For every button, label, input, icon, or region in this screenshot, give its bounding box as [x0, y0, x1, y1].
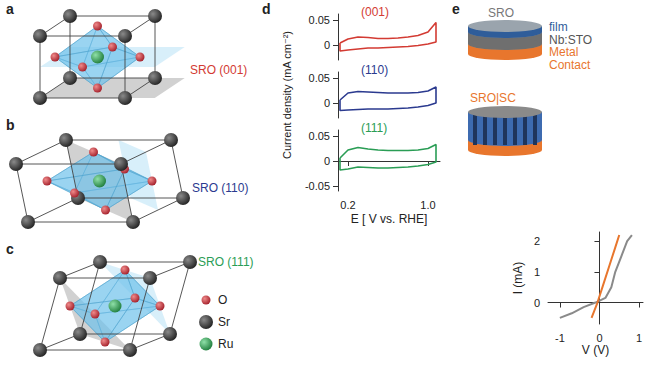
svg-text:Current density (mA cm⁻²): Current density (mA cm⁻²) — [281, 31, 293, 159]
svg-text:O: O — [218, 293, 227, 307]
svg-text:1: 1 — [534, 266, 540, 278]
svg-text:0: 0 — [596, 332, 602, 344]
svg-text:SRO (110): SRO (110) — [192, 181, 248, 195]
svg-text:-0.05: -0.05 — [305, 180, 330, 192]
svg-text:0.05: 0.05 — [309, 72, 330, 84]
svg-text:c: c — [6, 241, 14, 257]
svg-text:(110): (110) — [361, 63, 388, 77]
svg-text:0.2: 0.2 — [340, 199, 355, 211]
svg-text:Nb:STO: Nb:STO — [549, 33, 592, 47]
svg-text:Contact: Contact — [549, 58, 591, 72]
svg-text:SRO|SC: SRO|SC — [470, 91, 516, 105]
svg-text:film: film — [549, 20, 568, 34]
svg-text:SRO (111): SRO (111) — [198, 255, 254, 269]
svg-text:V (V): V (V) — [582, 343, 609, 357]
svg-text:(111): (111) — [361, 121, 387, 135]
svg-text:(001): (001) — [361, 5, 389, 19]
svg-text:0.05: 0.05 — [309, 14, 330, 26]
svg-text:E [ V vs. RHE]: E [ V vs. RHE] — [351, 212, 428, 226]
svg-text:I (mA): I (mA) — [511, 262, 525, 295]
svg-text:1: 1 — [636, 332, 642, 344]
svg-text:0: 0 — [534, 297, 540, 309]
svg-text:SRO (001): SRO (001) — [190, 63, 247, 77]
svg-text:d: d — [262, 1, 271, 17]
svg-text:0.05: 0.05 — [309, 130, 330, 142]
svg-text:Sr: Sr — [218, 315, 230, 329]
svg-text:SRO: SRO — [488, 6, 514, 20]
svg-text:2: 2 — [534, 235, 540, 247]
svg-text:a: a — [6, 1, 14, 17]
svg-text:0: 0 — [324, 97, 330, 109]
svg-text:e: e — [452, 1, 460, 17]
svg-text:0: 0 — [324, 39, 330, 51]
svg-text:0: 0 — [324, 155, 330, 167]
svg-text:Ru: Ru — [218, 337, 233, 351]
svg-text:-1: -1 — [555, 332, 565, 344]
svg-text:1.0: 1.0 — [420, 199, 435, 211]
svg-text:b: b — [6, 117, 15, 133]
svg-text:Metal: Metal — [549, 45, 578, 59]
